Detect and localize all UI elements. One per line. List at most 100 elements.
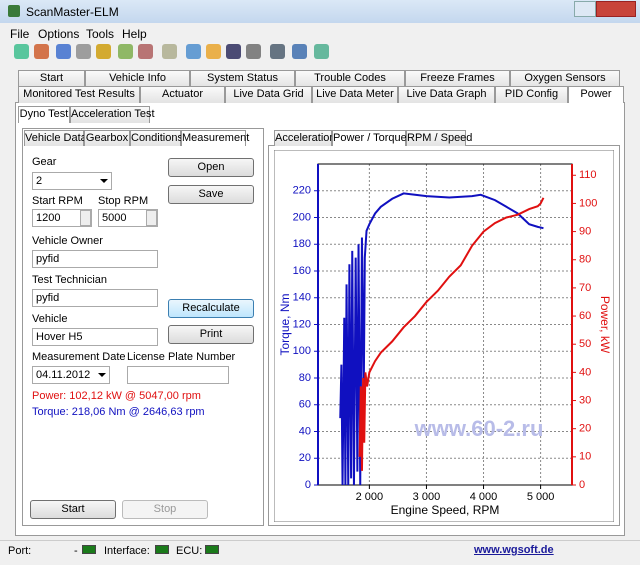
toolbar-icon[interactable]: [226, 44, 241, 59]
title-bar: [0, 0, 640, 23]
y2-tick-label: 20: [579, 423, 591, 435]
chart-tab[interactable]: Power / Torque: [332, 130, 407, 146]
y2-tick-label: 100: [579, 197, 597, 209]
status-led: [205, 545, 219, 554]
y2-tick-label: 60: [579, 310, 591, 322]
status-led: [155, 545, 169, 554]
x-tick-label: 3 000: [413, 491, 441, 503]
tab[interactable]: Oxygen Sensors: [510, 70, 620, 87]
menu-item[interactable]: Help: [122, 27, 147, 41]
line-series: [339, 192, 544, 486]
tab[interactable]: Trouble Codes: [295, 70, 405, 87]
tab[interactable]: PID Config: [495, 86, 568, 103]
chart-tab[interactable]: Acceleration: [274, 130, 336, 146]
toolbar-icon[interactable]: [314, 44, 329, 59]
chart-tab[interactable]: RPM / Speed: [406, 130, 473, 146]
tab[interactable]: Vehicle Info: [85, 70, 190, 87]
y2-tick-label: 40: [579, 366, 591, 378]
status-label: Interface:: [104, 545, 150, 557]
chart: 2 000 3 000 4 000 5 00002040608010012014016…: [274, 150, 614, 522]
x-tick-label: 4 000: [470, 491, 498, 503]
tab[interactable]: System Status: [190, 70, 295, 87]
y-tick-label: 60: [299, 399, 311, 411]
vehicle-owner-input[interactable]: pyfid: [32, 250, 158, 268]
y-tick-label: 140: [293, 292, 311, 304]
toolbar-icon[interactable]: [14, 44, 29, 59]
status-value: -: [74, 545, 78, 557]
inner-tab[interactable]: Gearbox: [84, 130, 130, 146]
toolbar-icon[interactable]: [138, 44, 153, 59]
test-technician-input[interactable]: pyfid: [32, 289, 158, 307]
close-button[interactable]: [596, 1, 636, 17]
tab[interactable]: Live Data Graph: [398, 86, 495, 103]
subtab[interactable]: Dyno Test: [18, 106, 70, 123]
x-axis-label: Engine Speed, RPM: [391, 503, 500, 517]
toolbar-icon[interactable]: [118, 44, 133, 59]
toolbar-icon[interactable]: [186, 44, 201, 59]
app-icon: [8, 5, 20, 17]
y2-tick-label: 10: [579, 451, 591, 463]
toolbar-icon[interactable]: [76, 44, 91, 59]
y2-tick-label: 80: [579, 254, 591, 266]
status-website[interactable]: www.wgsoft.de: [474, 544, 554, 556]
y-tick-label: 120: [293, 318, 311, 330]
toolbar-icon[interactable]: [206, 44, 221, 59]
y-tick-label: 40: [299, 425, 311, 437]
tab[interactable]: Live Data Meter: [312, 86, 398, 103]
button[interactable]: Open: [168, 158, 254, 177]
tab[interactable]: Monitored Test Results: [18, 86, 140, 103]
tab[interactable]: Live Data Grid: [225, 86, 312, 103]
label: License Plate Number: [127, 351, 236, 363]
toolbar-icon[interactable]: [292, 44, 307, 59]
spin-button[interactable]: [146, 210, 157, 226]
menu-item[interactable]: Tools: [86, 27, 115, 41]
gear-select[interactable]: 2: [32, 172, 112, 190]
tab[interactable]: Freeze Frames: [405, 70, 510, 87]
inner-tab[interactable]: Measurement: [181, 130, 250, 146]
button[interactable]: Stop: [122, 500, 208, 519]
select-arrow: [100, 179, 108, 183]
minimize-button[interactable]: [574, 1, 596, 17]
start-rpm-input[interactable]: 1200: [32, 209, 92, 227]
status-label: Port:: [8, 545, 32, 557]
select-arrow: [98, 373, 106, 377]
tab[interactable]: Start: [18, 70, 85, 87]
date-input[interactable]: 04.11.2012: [32, 366, 110, 384]
toolbar-icon[interactable]: [34, 44, 49, 59]
vehicle-input[interactable]: Hover H5: [32, 328, 158, 346]
y-tick-label: 220: [293, 185, 311, 197]
toolbar-icon[interactable]: [246, 44, 261, 59]
spin-button[interactable]: [80, 210, 91, 226]
status-label: ECU:: [176, 545, 203, 557]
toolbar-icon[interactable]: [96, 44, 111, 59]
button[interactable]: Save: [168, 185, 254, 204]
subtab[interactable]: Acceleration Test: [70, 106, 155, 123]
inner-tab[interactable]: Conditions: [130, 130, 183, 146]
label: Vehicle Owner: [32, 235, 103, 247]
tab[interactable]: Actuator: [140, 86, 225, 103]
y2-tick-label: 50: [579, 338, 591, 350]
result-torque: Torque: 218,06 Nm @ 2646,63 rpm: [32, 406, 205, 418]
button[interactable]: Start: [30, 500, 116, 519]
button[interactable]: Recalculate: [168, 299, 254, 318]
label: Stop RPM: [98, 195, 149, 207]
toolbar-icon[interactable]: [270, 44, 285, 59]
stop-rpm-input[interactable]: 5000: [98, 209, 158, 227]
y-tick-label: 160: [293, 265, 311, 277]
y-tick-label: 200: [293, 211, 311, 223]
tab[interactable]: Power: [568, 86, 624, 103]
license-plate-input[interactable]: [127, 366, 229, 384]
toolbar-icon[interactable]: [162, 44, 177, 59]
menu-item[interactable]: File: [10, 27, 30, 41]
result-power: Power: 102,12 kW @ 5047,00 rpm: [32, 390, 201, 402]
y-tick-label: 80: [299, 372, 311, 384]
toolbar-icon[interactable]: [56, 44, 71, 59]
inner-tab[interactable]: Vehicle Data: [24, 130, 87, 146]
button[interactable]: Print: [168, 325, 254, 344]
window-title: ScanMaster-ELM: [26, 5, 119, 19]
menu-item[interactable]: Options: [38, 27, 80, 41]
y-tick-label: 20: [299, 452, 311, 464]
y-tick-label: 0: [305, 479, 311, 491]
y2-tick-label: 30: [579, 394, 591, 406]
